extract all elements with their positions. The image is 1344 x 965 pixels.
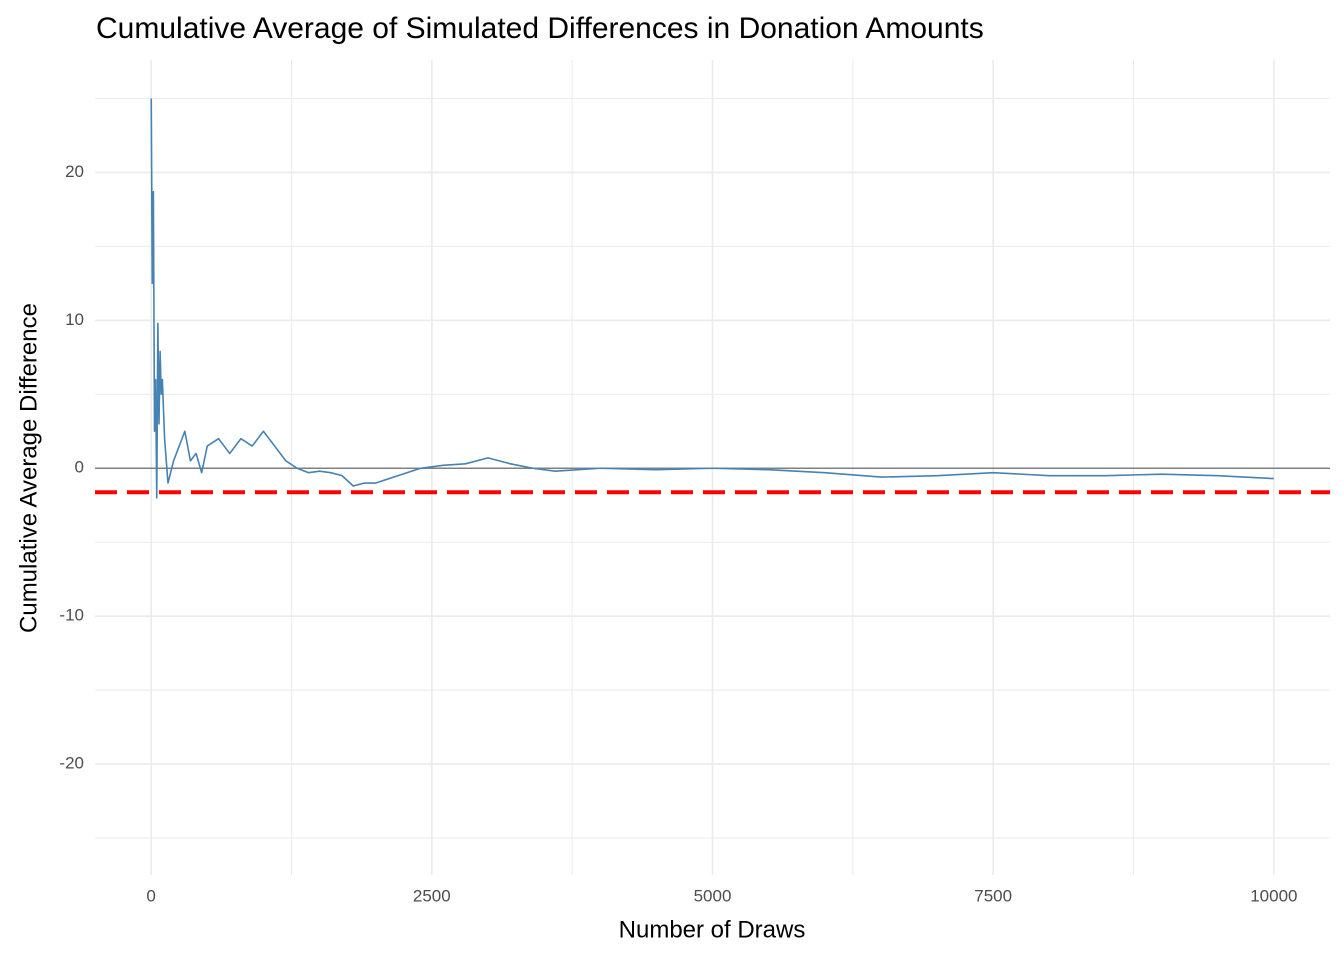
y-tick-label: 20 [65, 162, 84, 181]
x-tick-label: 5000 [694, 886, 732, 905]
x-tick-label: 10000 [1250, 886, 1297, 905]
y-axis-label: Cumulative Average Difference [15, 303, 42, 633]
x-tick-label: 2500 [413, 886, 451, 905]
x-axis-label: Number of Draws [619, 916, 806, 943]
y-tick-label: -10 [59, 606, 84, 625]
x-tick-label: 0 [146, 886, 155, 905]
chart-title: Cumulative Average of Simulated Differen… [96, 12, 984, 45]
y-tick-label: 10 [65, 310, 84, 329]
x-tick-label: 7500 [974, 886, 1012, 905]
y-tick-label: -20 [59, 754, 84, 773]
y-tick-label: 0 [75, 458, 84, 477]
data-line [150, 98, 1274, 499]
